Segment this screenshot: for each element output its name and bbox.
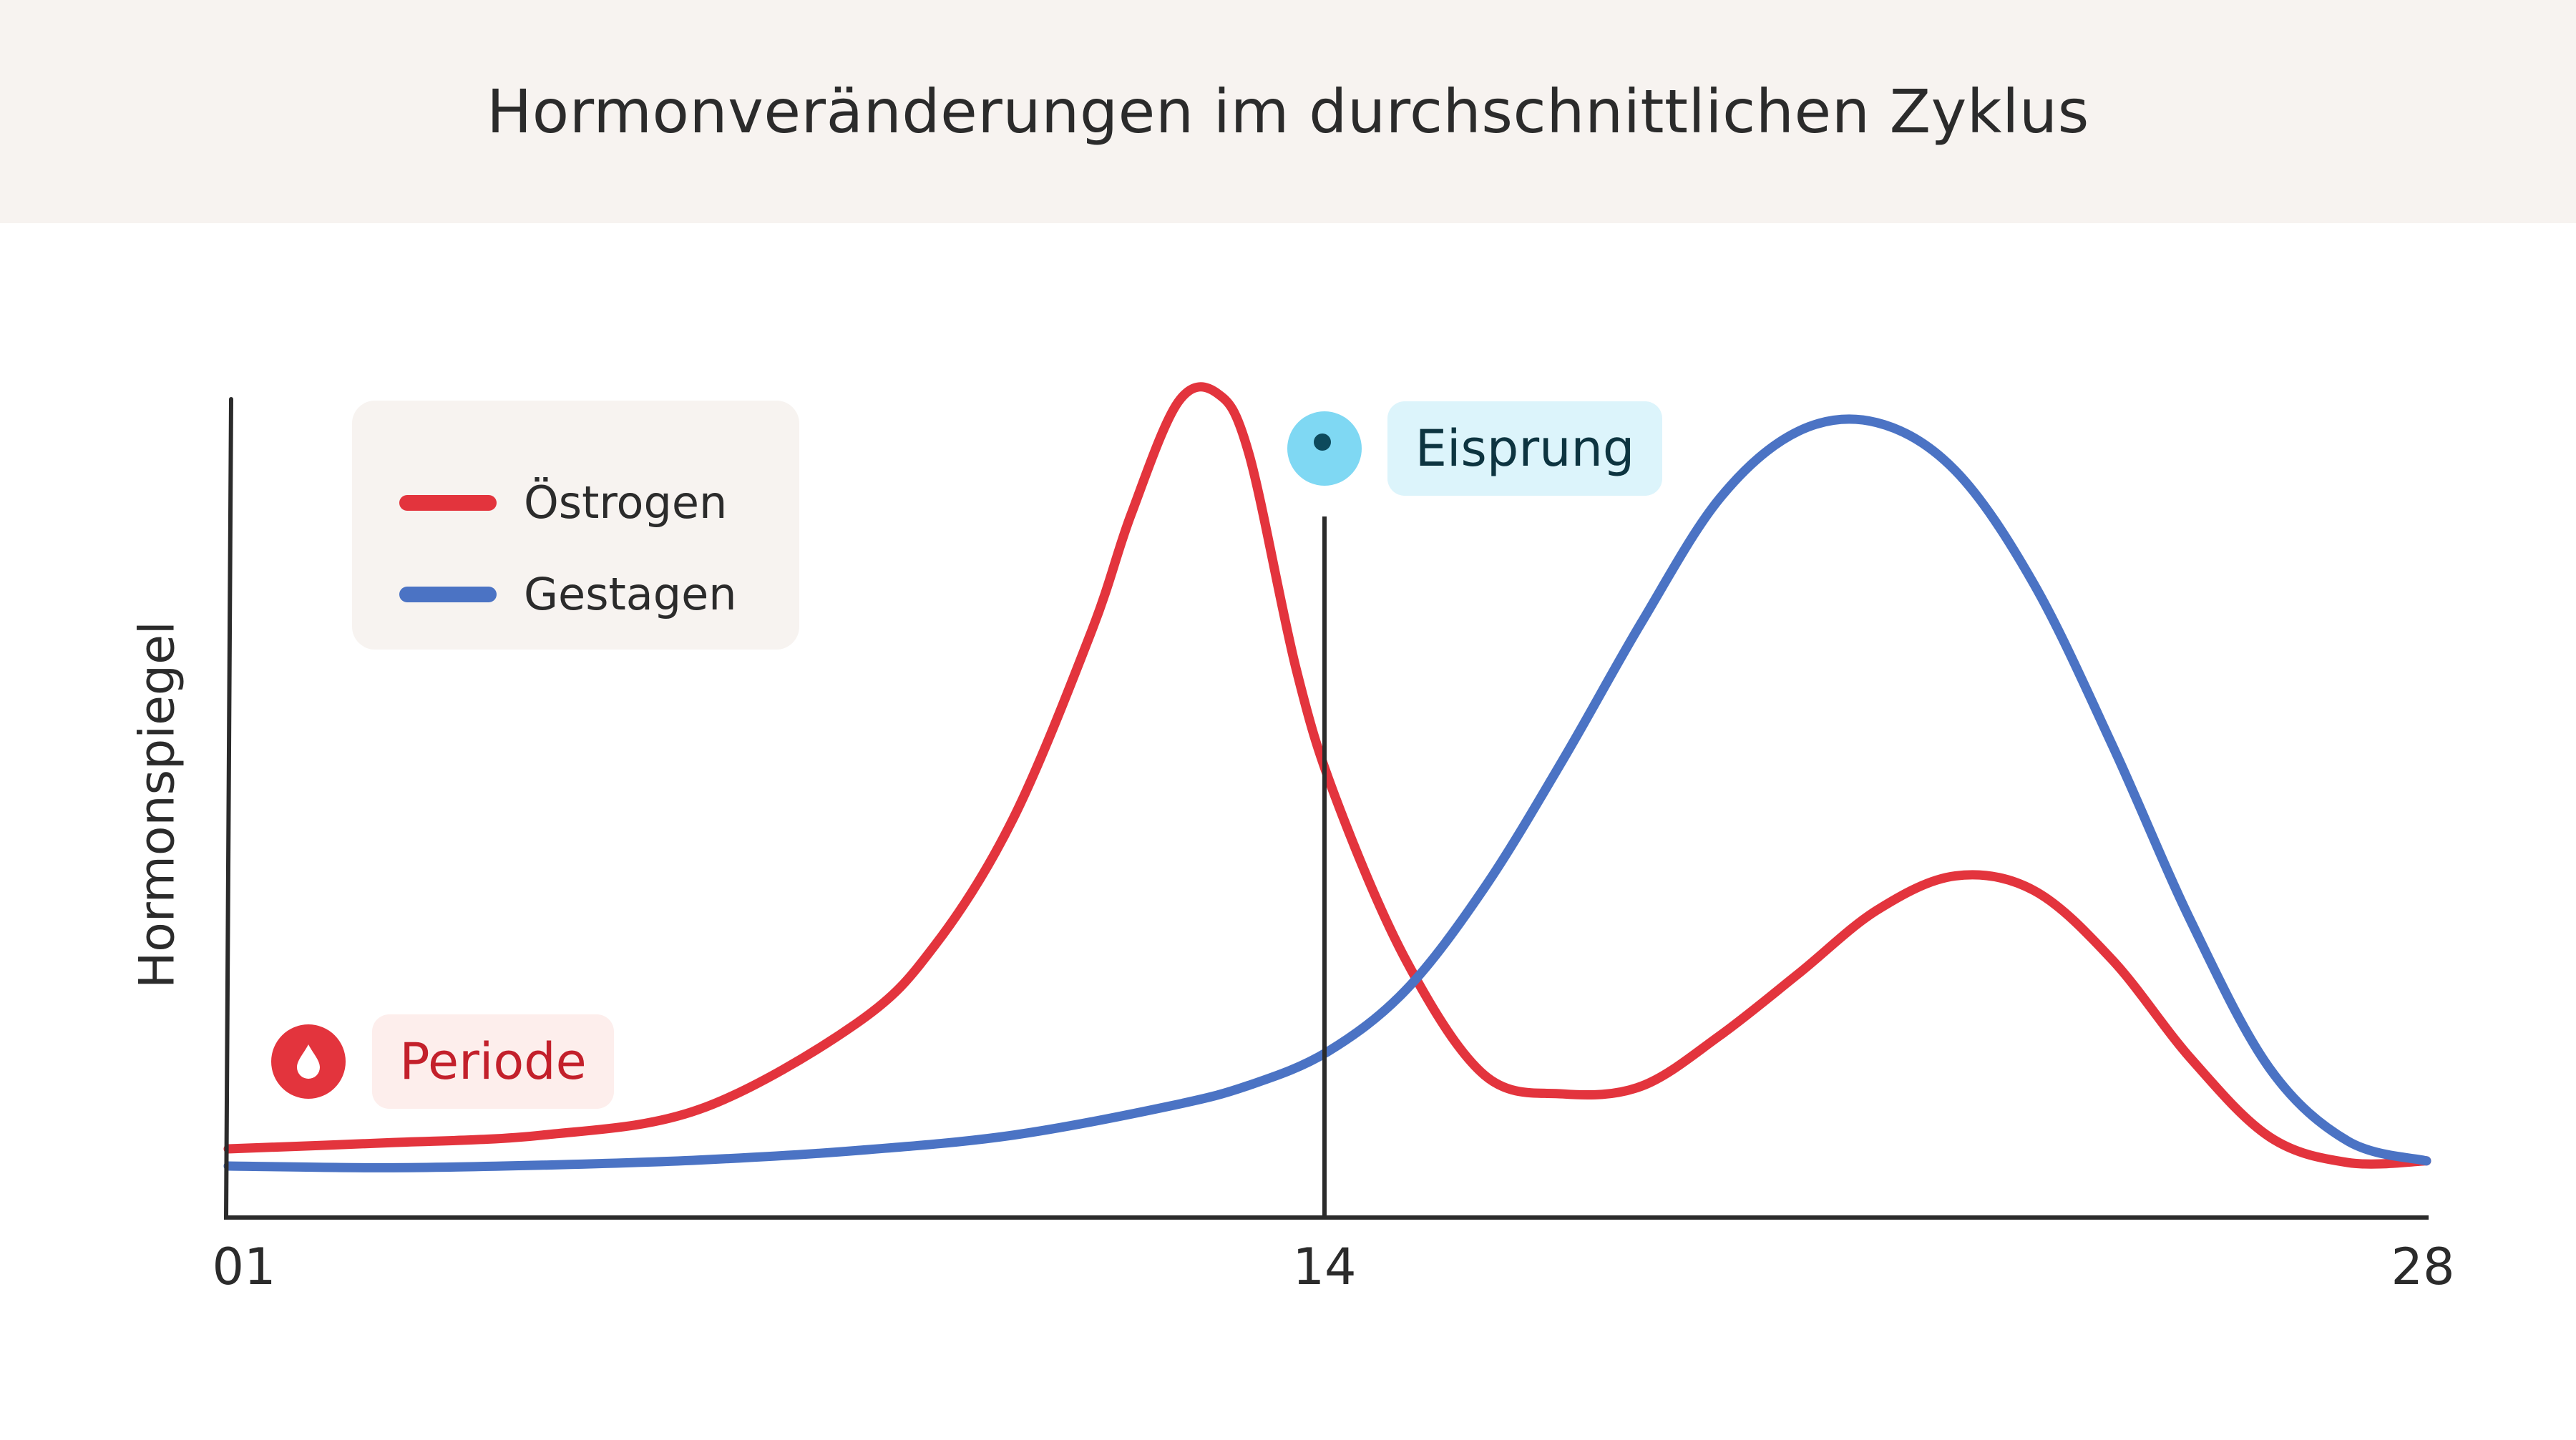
legend-swatch-progestin [399,586,497,602]
egg-cell-icon [1287,411,1362,486]
chart-title: Hormonveränderungen im durchschnittliche… [487,77,2089,147]
y-axis-label: Hormonspiegel [129,621,186,989]
legend-label-estrogen: Östrogen [524,476,728,529]
legend-item-progestin: Gestagen [399,568,737,620]
x-tick-label: 14 [1292,1238,1357,1296]
progestin-line [223,414,2431,1172]
header-bar: Hormonveränderungen im durchschnittliche… [0,0,2576,223]
period-badge: Periode [372,1014,614,1109]
x-tick-label: 01 [212,1238,276,1296]
y-axis [224,397,233,1220]
drop-icon [271,1024,346,1099]
x-tick-label: 28 [2391,1238,2455,1296]
drop-shape [297,1044,320,1079]
legend: Östrogen Gestagen [352,401,799,650]
legend-swatch-estrogen [399,494,497,511]
legend-label-progestin: Gestagen [524,568,737,620]
legend-item-estrogen: Östrogen [399,476,727,529]
ovulation-badge: Eisprung [1387,401,1662,496]
